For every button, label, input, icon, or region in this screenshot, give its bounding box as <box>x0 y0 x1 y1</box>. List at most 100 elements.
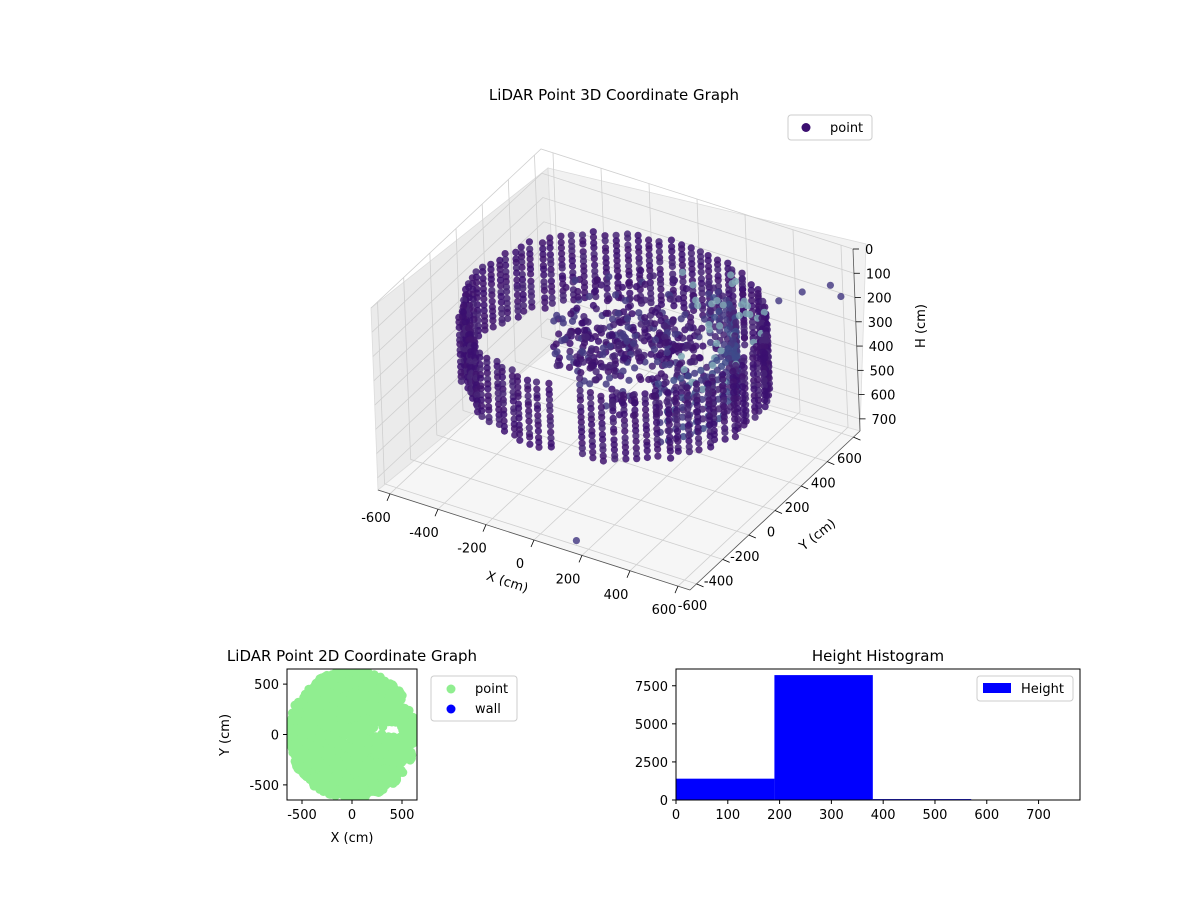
point-3d <box>602 380 610 388</box>
point-3d <box>650 345 659 353</box>
point-3d <box>604 309 612 317</box>
point-3d <box>698 296 706 304</box>
point-2d <box>359 669 368 677</box>
point-3d <box>517 243 525 251</box>
point-2d <box>347 669 357 677</box>
point-3d <box>738 301 746 309</box>
point-3d <box>750 385 758 393</box>
point-3d <box>546 251 555 259</box>
z-tick-label-3d: 400 <box>869 340 894 355</box>
point-3d <box>652 408 660 416</box>
point-3d <box>654 445 662 453</box>
point-3d <box>477 374 485 382</box>
point-3d <box>487 260 495 268</box>
x-tick-3d <box>434 509 439 517</box>
point-2d <box>347 747 357 757</box>
point-3d <box>740 319 748 327</box>
point-2d <box>338 707 347 717</box>
point-3d <box>694 418 702 426</box>
point-2d <box>362 724 372 734</box>
point-3d <box>749 323 757 331</box>
point-2d <box>408 721 417 731</box>
point-3d <box>608 393 617 401</box>
point-3d <box>760 382 768 390</box>
point-3d <box>526 433 534 441</box>
point-3d <box>590 244 598 252</box>
point-3d <box>680 304 688 312</box>
point-3d <box>553 362 561 370</box>
point-3d <box>478 407 486 415</box>
point-3d <box>688 302 696 310</box>
point-3d <box>754 292 762 300</box>
point-3d <box>624 234 632 242</box>
point-2d <box>351 791 361 800</box>
point-3d <box>761 391 769 399</box>
point-3d <box>826 281 835 289</box>
point-3d <box>589 233 598 241</box>
point-3d <box>621 297 630 305</box>
point-3d <box>759 348 767 356</box>
point-3d <box>568 257 576 265</box>
grid-line-y <box>403 277 723 560</box>
point-3d <box>624 256 633 264</box>
point-3d <box>566 347 574 355</box>
point-3d <box>713 339 721 347</box>
point-3d <box>613 252 621 260</box>
point-3d <box>642 406 650 414</box>
point-3d <box>706 421 714 429</box>
point-3d <box>547 428 555 436</box>
point-3d <box>601 237 609 245</box>
point-3d <box>749 370 758 378</box>
legend-histogram-label: Height <box>1021 682 1064 697</box>
point-3d <box>634 237 643 245</box>
point-3d <box>641 280 649 288</box>
point-3d <box>525 238 534 246</box>
point-3d <box>705 267 713 275</box>
point-3d <box>759 297 767 305</box>
point-3d <box>675 295 683 303</box>
point-3d <box>706 432 714 440</box>
point-3d <box>668 262 677 271</box>
point-2d <box>395 732 405 742</box>
point-3d <box>621 421 629 429</box>
point-2d <box>396 765 406 775</box>
point-2d <box>333 736 343 746</box>
x-tick-label-histogram: 700 <box>1026 808 1051 823</box>
point-3d <box>561 335 569 343</box>
point-3d <box>657 280 665 288</box>
point-3d <box>677 352 686 360</box>
point-3d <box>748 297 756 305</box>
point-2d <box>314 701 323 711</box>
x-axis-label-3d: X (cm) <box>484 569 530 597</box>
point-3d <box>502 261 510 269</box>
point-3d <box>566 339 574 347</box>
point-3d <box>635 354 643 362</box>
point-3d <box>716 322 724 330</box>
point-3d <box>471 343 479 351</box>
point-3d <box>720 417 729 425</box>
point-2d <box>373 693 382 703</box>
point-3d <box>547 443 555 451</box>
z-tick-label-3d: 500 <box>870 364 895 379</box>
point-3d <box>547 260 555 268</box>
point-3d <box>697 268 705 276</box>
y-tick-label-histogram: 0 <box>660 794 668 809</box>
point-3d <box>566 330 574 338</box>
point-2d <box>368 733 378 743</box>
point-3d <box>502 278 510 286</box>
grid-line-x <box>677 245 849 587</box>
point-3d <box>597 397 605 405</box>
point-2d <box>291 758 301 768</box>
point-3d <box>589 448 597 456</box>
point-3d <box>519 284 527 292</box>
point-3d <box>484 385 492 393</box>
point-2d <box>340 781 350 791</box>
point-3d <box>514 313 522 321</box>
point-3d <box>472 268 480 276</box>
point-3d <box>703 373 711 381</box>
point-3d <box>479 268 487 276</box>
point-3d <box>611 371 619 379</box>
point-3d <box>581 326 589 334</box>
y-tick-3d <box>722 559 730 563</box>
point-3d <box>534 421 542 429</box>
